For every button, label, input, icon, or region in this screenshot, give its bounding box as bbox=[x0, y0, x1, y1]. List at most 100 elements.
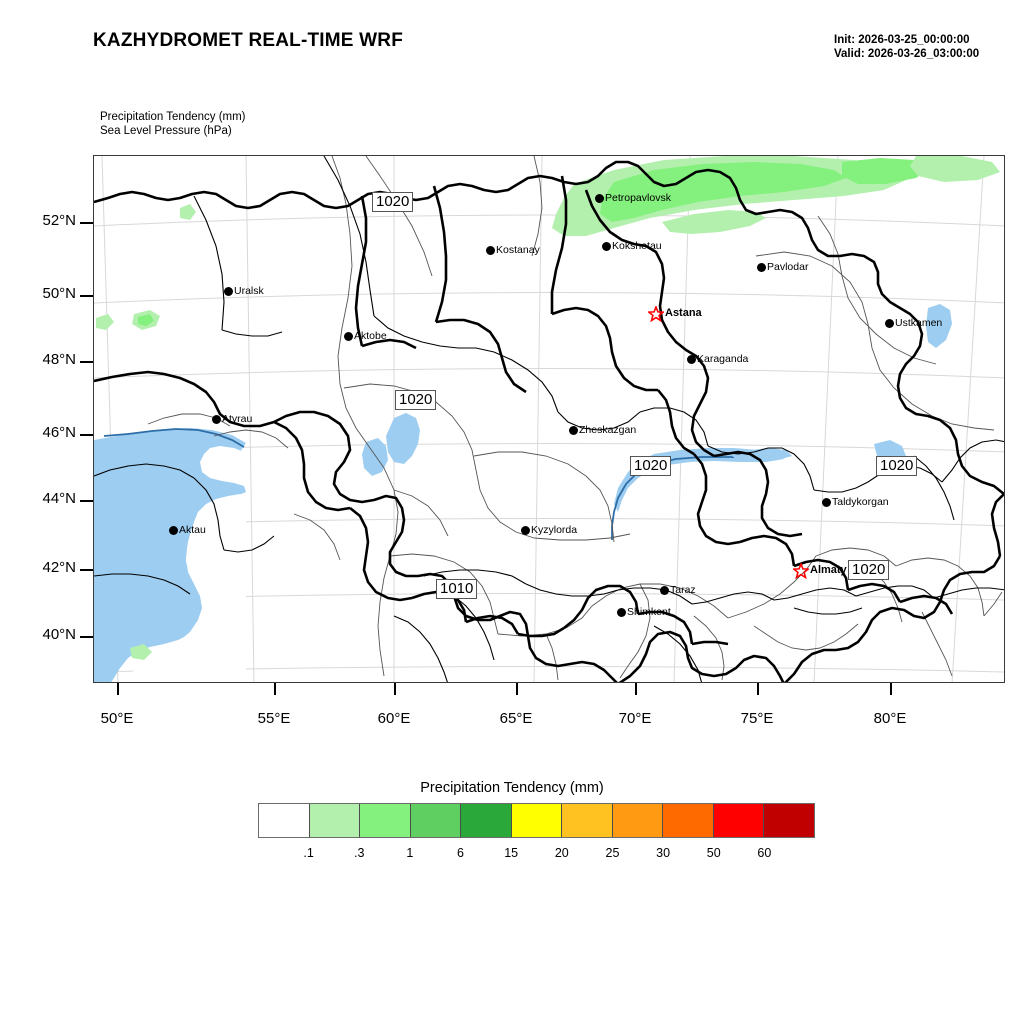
isobar-label: 1010 bbox=[436, 579, 478, 599]
lon-tick-label: 70°E bbox=[618, 710, 652, 727]
city-label: Shimkent bbox=[627, 606, 671, 618]
colorbar-tick-label: 6 bbox=[457, 846, 465, 860]
lon-tick bbox=[274, 683, 276, 695]
city-label: Pavlodar bbox=[767, 261, 809, 273]
colorbar-tick-label: 60 bbox=[757, 846, 772, 860]
isobars bbox=[94, 156, 1004, 682]
precip-shading bbox=[96, 156, 1000, 660]
city-label: Kostanay bbox=[496, 244, 540, 256]
city-label: Kokshetau bbox=[612, 240, 662, 252]
lat-tick-label: 52°N bbox=[42, 212, 76, 229]
lat-tick bbox=[80, 295, 93, 297]
city-label: Petropavlovsk bbox=[605, 192, 671, 204]
lon-tick-label: 55°E bbox=[257, 710, 291, 727]
colorbar-segment-9[interactable] bbox=[713, 804, 765, 837]
colorbar-segment-4[interactable] bbox=[461, 804, 512, 837]
map-plot[interactable]: Petropavlovsk Kostanay Kokshetau Pavlodar Ur… bbox=[93, 155, 1005, 683]
colorbar-tick-label: .1 bbox=[303, 846, 314, 860]
colorbar-tick-label: 50 bbox=[706, 846, 721, 860]
lat-tick-label: 42°N bbox=[42, 559, 76, 576]
capital-star-icon bbox=[648, 306, 664, 322]
lon-tick-label: 75°E bbox=[740, 710, 774, 727]
colorbar-tick-label: 1 bbox=[406, 846, 414, 860]
colorbar-tick-label: .3 bbox=[354, 846, 365, 860]
city-dot-icon bbox=[616, 607, 626, 617]
colorbar-segment-3[interactable] bbox=[410, 804, 462, 837]
lon-tick bbox=[757, 683, 759, 695]
colorbar-segment-6[interactable] bbox=[562, 804, 613, 837]
lon-tick bbox=[516, 683, 518, 695]
lat-tick bbox=[80, 569, 93, 571]
lat-tick-label: 50°N bbox=[42, 285, 76, 302]
city-dot-icon bbox=[223, 286, 233, 296]
isobar-label: 1020 bbox=[848, 560, 890, 580]
colorbar-tick-label: 25 bbox=[605, 846, 620, 860]
city-dot-icon bbox=[686, 354, 696, 364]
city-dot-icon bbox=[594, 193, 604, 203]
national-border bbox=[94, 160, 1004, 682]
city-dot-icon bbox=[659, 585, 669, 595]
lat-tick-label: 48°N bbox=[42, 351, 76, 368]
city-label: Aktau bbox=[179, 524, 206, 536]
city-label: Ustkamen bbox=[895, 317, 943, 329]
city-label: Taraz bbox=[670, 584, 696, 596]
colorbar-segment-7[interactable] bbox=[612, 804, 664, 837]
colorbar-title: Precipitation Tendency (mm) bbox=[420, 780, 604, 796]
lon-tick-label: 60°E bbox=[377, 710, 411, 727]
city-dot-icon bbox=[343, 331, 353, 341]
city-dot-icon bbox=[568, 425, 578, 435]
colorbar-segment-5[interactable] bbox=[511, 804, 563, 837]
lon-tick bbox=[890, 683, 892, 695]
city-dot-icon bbox=[884, 318, 894, 328]
isobar-label: 1020 bbox=[630, 456, 672, 476]
colorbar-segment-0[interactable] bbox=[259, 804, 310, 837]
lon-tick-label: 65°E bbox=[499, 710, 533, 727]
city-label: Atyrau bbox=[222, 413, 253, 425]
valid-time: Valid: 2026-03-26_03:00:00 bbox=[834, 47, 980, 60]
lon-tick-label: 80°E bbox=[873, 710, 907, 727]
lat-tick bbox=[80, 222, 93, 224]
lon-tick bbox=[394, 683, 396, 695]
capital-star-icon bbox=[793, 563, 809, 579]
city-dot-icon bbox=[821, 497, 831, 507]
city-label: Uralsk bbox=[234, 285, 264, 297]
field-label-precip: Precipitation Tendency (mm) bbox=[100, 111, 246, 123]
city-label: Karaganda bbox=[697, 353, 749, 365]
city-label: Taldykorgan bbox=[832, 496, 889, 508]
lat-tick bbox=[80, 434, 93, 436]
colorbar-tick-label: 15 bbox=[504, 846, 519, 860]
field-label-slp: Sea Level Pressure (hPa) bbox=[100, 125, 232, 137]
page-title: KAZHYDROMET REAL-TIME WRF bbox=[93, 30, 404, 51]
colorbar-segment-8[interactable] bbox=[663, 804, 714, 837]
secondary-borders bbox=[147, 156, 1003, 681]
isobar-label: 1020 bbox=[395, 390, 437, 410]
lon-tick bbox=[117, 683, 119, 695]
colorbar-tick-label: 20 bbox=[554, 846, 569, 860]
isobar-label: 1020 bbox=[372, 192, 414, 212]
city-dot-icon bbox=[168, 525, 178, 535]
colorbar-segment-10[interactable] bbox=[764, 804, 815, 837]
city-dot-icon bbox=[211, 414, 221, 424]
lat-tick-label: 40°N bbox=[42, 626, 76, 643]
city-label: Almaty bbox=[810, 564, 847, 576]
lat-tick bbox=[80, 361, 93, 363]
colorbar[interactable] bbox=[258, 803, 815, 838]
city-dot-icon bbox=[520, 525, 530, 535]
city-dot-icon bbox=[601, 241, 611, 251]
colorbar-tick-label: 30 bbox=[656, 846, 671, 860]
lon-tick bbox=[635, 683, 637, 695]
colorbar-segment-2[interactable] bbox=[360, 804, 411, 837]
field-labels: Precipitation Tendency (mm) Sea Level Pr… bbox=[100, 110, 246, 138]
city-label: Aktobe bbox=[354, 330, 387, 342]
init-time: Init: 2026-03-25_00:00:00 bbox=[834, 34, 970, 46]
city-label: Kyzylorda bbox=[531, 524, 578, 536]
isobar-label: 1020 bbox=[876, 456, 918, 476]
lat-tick-label: 44°N bbox=[42, 490, 76, 507]
colorbar-labels: .1 .3 1 6 15 20 25 30 50 60 bbox=[258, 846, 815, 866]
city-dot-icon bbox=[485, 245, 495, 255]
colorbar-segment-1[interactable] bbox=[309, 804, 361, 837]
city-dot-icon bbox=[756, 262, 766, 272]
run-info: Init: 2026-03-25_00:00:00 Valid: 2026-03… bbox=[834, 34, 979, 61]
city-label: Zheskazgan bbox=[579, 424, 637, 436]
lat-tick bbox=[80, 636, 93, 638]
